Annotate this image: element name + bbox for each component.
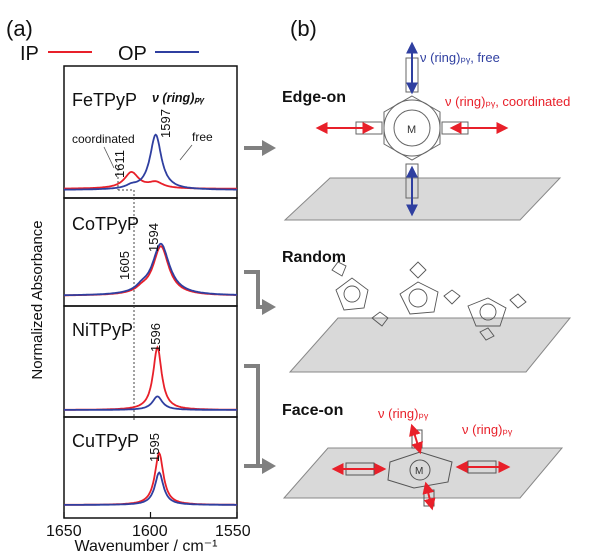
peak-label-co-1594: 1594 (146, 223, 161, 252)
face-on-arrow-top (409, 423, 423, 455)
peak-label-co-1605: 1605 (117, 251, 132, 280)
panel-a-label: (a) (6, 16, 33, 41)
peak-label-fe-1611: 1611 (112, 150, 127, 178)
random-scene: Random (282, 249, 572, 373)
connector-arrows (244, 140, 276, 474)
x-axis-label: Wavenumber / cm⁻¹ (75, 538, 218, 551)
spectrum-CuTPyP-OP (64, 471, 237, 506)
legend-op-label: OP (118, 43, 147, 65)
arrow-fe-edgeon-head (262, 140, 276, 156)
peak-label-ni-1596: 1596 (148, 323, 163, 352)
x-tick-label-1550: 1550 (215, 523, 251, 540)
spectrum-NiTPyP-IP (64, 345, 237, 411)
arrow-co-random (244, 270, 262, 309)
peak-label-cu-1595: 1595 (147, 433, 162, 462)
face-on-scene: Face-on M ν (ring)ₚᵧ ν (ring)ₚᵧ (282, 402, 564, 511)
fe-coordinated-pointer (103, 146, 115, 169)
subpanel-name-cu: CuTPyP (72, 431, 139, 451)
face-on-metal-label: M (415, 466, 423, 477)
random-substrate (288, 317, 572, 373)
edge-on-coordinated-label: ν (ring)ₚᵧ, coordinated (445, 94, 570, 109)
spectrum-CoTPyP-OP (64, 242, 237, 297)
edge-on-free-label: ν (ring)ₚᵧ, free (420, 50, 500, 65)
subpanel-name-co: CoTPyP (72, 214, 139, 234)
face-on-ring-label-right: ν (ring)ₚᵧ (462, 422, 513, 437)
edge-on-substrate (283, 177, 562, 221)
arrow-co-random-head (262, 299, 276, 315)
legend-ip-label: IP (20, 43, 39, 65)
y-axis-label: Normalized Absorbance (29, 220, 46, 379)
fe-free-annotation: free (192, 130, 213, 144)
x-tick-label-1650: 1650 (46, 523, 82, 540)
random-title: Random (282, 249, 346, 266)
x-axis: 1650 1600 1550 Wavenumber / cm⁻¹ (46, 512, 251, 551)
fe-coordinated-annotation: coordinated (72, 132, 135, 146)
subpanel-frames (63, 65, 238, 519)
spectrum-CoTPyP-IP (64, 245, 237, 297)
edge-on-metal-label: M (407, 124, 416, 136)
spectrum-NiTPyP-OP (64, 395, 237, 411)
subpanel-name-ni: NiTPyP (72, 320, 133, 340)
subpanel-name-fe: FeTPyP (72, 90, 137, 110)
x-tick-label-1600: 1600 (132, 523, 168, 540)
edge-on-title: Edge-on (282, 89, 346, 106)
spectra-plot (64, 133, 237, 506)
chart-legend: IP OP (20, 43, 199, 65)
arrow-nicu-faceon (244, 364, 260, 468)
arrow-nicu-faceon-head (262, 458, 276, 474)
random-porphyrins (331, 261, 527, 341)
panel-b-label: (b) (290, 16, 317, 41)
spectrum-FeTPyP-OP (64, 133, 237, 191)
face-on-ring-label-left: ν (ring)ₚᵧ (378, 406, 429, 421)
spectrum-FeTPyP-IP (64, 170, 237, 190)
face-on-title: Face-on (282, 402, 343, 419)
fe-ring-note: ν (ring)ₚᵧ (152, 91, 205, 105)
fe-free-pointer (179, 144, 193, 161)
peak-label-fe-1597: 1597 (158, 109, 173, 138)
edge-on-scene: Edge-on M ν (ring)ₚᵧ, free ν (ring)ₚᵧ, c… (282, 41, 570, 221)
face-on-arrow-bottom (422, 481, 436, 511)
